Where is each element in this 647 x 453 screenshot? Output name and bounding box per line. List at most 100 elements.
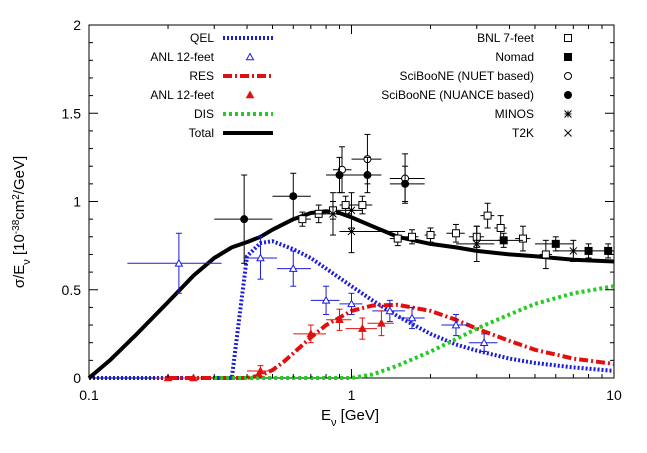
data-point-marker xyxy=(499,236,508,245)
data-point xyxy=(555,239,589,263)
data-point-marker xyxy=(377,318,386,327)
legend-left-label: RES xyxy=(189,69,214,83)
data-point xyxy=(424,227,437,243)
data-point-marker xyxy=(451,320,461,329)
legend-right-label: BNL 7-feet xyxy=(477,31,535,45)
data-point-marker xyxy=(483,211,492,220)
data-point xyxy=(389,153,425,204)
data-point-marker xyxy=(479,338,489,346)
data-point xyxy=(351,195,373,215)
data-point-marker xyxy=(401,179,410,188)
data-point-marker xyxy=(426,231,435,240)
y-tick-label: 2 xyxy=(73,17,81,33)
data-point-marker xyxy=(240,215,249,224)
series-dis-curve xyxy=(214,284,615,380)
data-points-layer xyxy=(127,133,614,382)
legend: QEL ANL 12-feet RES ANL 12-feet DIS Total BNL … xyxy=(150,31,572,140)
data-point-marker xyxy=(604,246,613,255)
data-point-marker xyxy=(407,232,416,241)
series-qel-curve xyxy=(89,239,615,380)
data-point-marker xyxy=(347,299,356,308)
data-point xyxy=(441,313,469,337)
data-point xyxy=(480,202,495,229)
data-point xyxy=(276,250,311,287)
legend-right-swatch xyxy=(564,91,572,99)
data-point-marker xyxy=(407,313,417,322)
data-point-marker xyxy=(569,247,578,255)
legend-right-swatch xyxy=(564,110,572,118)
data-point xyxy=(468,333,498,353)
data-point-marker xyxy=(358,324,367,332)
data-point xyxy=(339,292,363,315)
x-axis-label: Eν [GeV] xyxy=(321,407,379,429)
legend-left-label: ANL 12-feet xyxy=(150,50,214,64)
data-point-marker xyxy=(451,229,460,238)
legend-right-swatch xyxy=(564,53,572,61)
data-point-marker xyxy=(358,201,367,210)
data-point-marker xyxy=(551,239,560,248)
data-point xyxy=(310,285,340,315)
data-point-marker xyxy=(189,373,198,382)
data-point xyxy=(389,165,425,202)
data-point-marker xyxy=(174,258,184,267)
data-point xyxy=(178,373,207,382)
data-point xyxy=(345,317,377,340)
data-point-marker xyxy=(335,171,344,180)
y-tick-label: 1 xyxy=(73,194,81,210)
data-point-marker xyxy=(363,171,372,180)
legend-right-label: MINOS xyxy=(495,107,534,121)
y-tick-label: 0.5 xyxy=(62,282,82,298)
data-point-marker xyxy=(329,210,337,218)
data-point xyxy=(405,229,419,245)
data-point-marker xyxy=(289,192,298,201)
data-point xyxy=(397,306,425,330)
data-point-marker xyxy=(288,264,298,272)
legend-right-label: T2K xyxy=(512,126,534,140)
data-point-marker xyxy=(472,240,481,248)
legend-left-label: DIS xyxy=(194,107,214,121)
data-point xyxy=(310,192,352,236)
data-point xyxy=(326,156,352,194)
legend-right-label: Nomad xyxy=(495,50,534,64)
data-point xyxy=(339,192,363,229)
data-point-marker xyxy=(385,306,395,315)
data-point-marker xyxy=(321,295,331,304)
data-point-marker xyxy=(496,223,505,232)
x-tick-label: 0.1 xyxy=(79,387,99,403)
data-point-marker xyxy=(256,253,265,262)
data-point xyxy=(372,299,406,323)
data-point xyxy=(332,146,352,194)
legend-right-swatch xyxy=(564,34,572,42)
data-point xyxy=(601,243,614,259)
data-point xyxy=(247,365,273,377)
data-point xyxy=(272,172,311,220)
axis-ticks-layer: 0.1 1 10 0 0.5 1 1.5 2 xyxy=(62,17,622,403)
data-point xyxy=(293,211,311,227)
data-point xyxy=(326,308,352,331)
legend-right-swatch xyxy=(564,129,572,137)
data-point xyxy=(515,225,531,252)
legend-left-swatch xyxy=(245,90,255,99)
legend-right-swatch xyxy=(564,72,572,80)
data-point-marker xyxy=(341,201,350,210)
data-point xyxy=(446,223,465,243)
data-point-marker xyxy=(335,315,344,324)
data-point-marker xyxy=(256,366,265,375)
data-point xyxy=(367,310,394,337)
data-point xyxy=(127,232,222,294)
data-point xyxy=(293,324,327,344)
legend-left-label: ANL 12-feet xyxy=(150,88,214,102)
data-point xyxy=(244,236,277,280)
data-point xyxy=(534,236,574,252)
data-point xyxy=(214,174,273,264)
data-point xyxy=(494,215,507,241)
legend-left-label: Total xyxy=(189,126,214,140)
data-point xyxy=(539,239,552,270)
data-point-marker xyxy=(518,234,527,243)
legend-right-label: SciBooNE (NUET based) xyxy=(400,69,535,83)
data-point-marker xyxy=(393,234,402,243)
data-point xyxy=(455,225,495,263)
data-point-marker xyxy=(347,206,356,215)
data-point-marker xyxy=(347,227,356,236)
